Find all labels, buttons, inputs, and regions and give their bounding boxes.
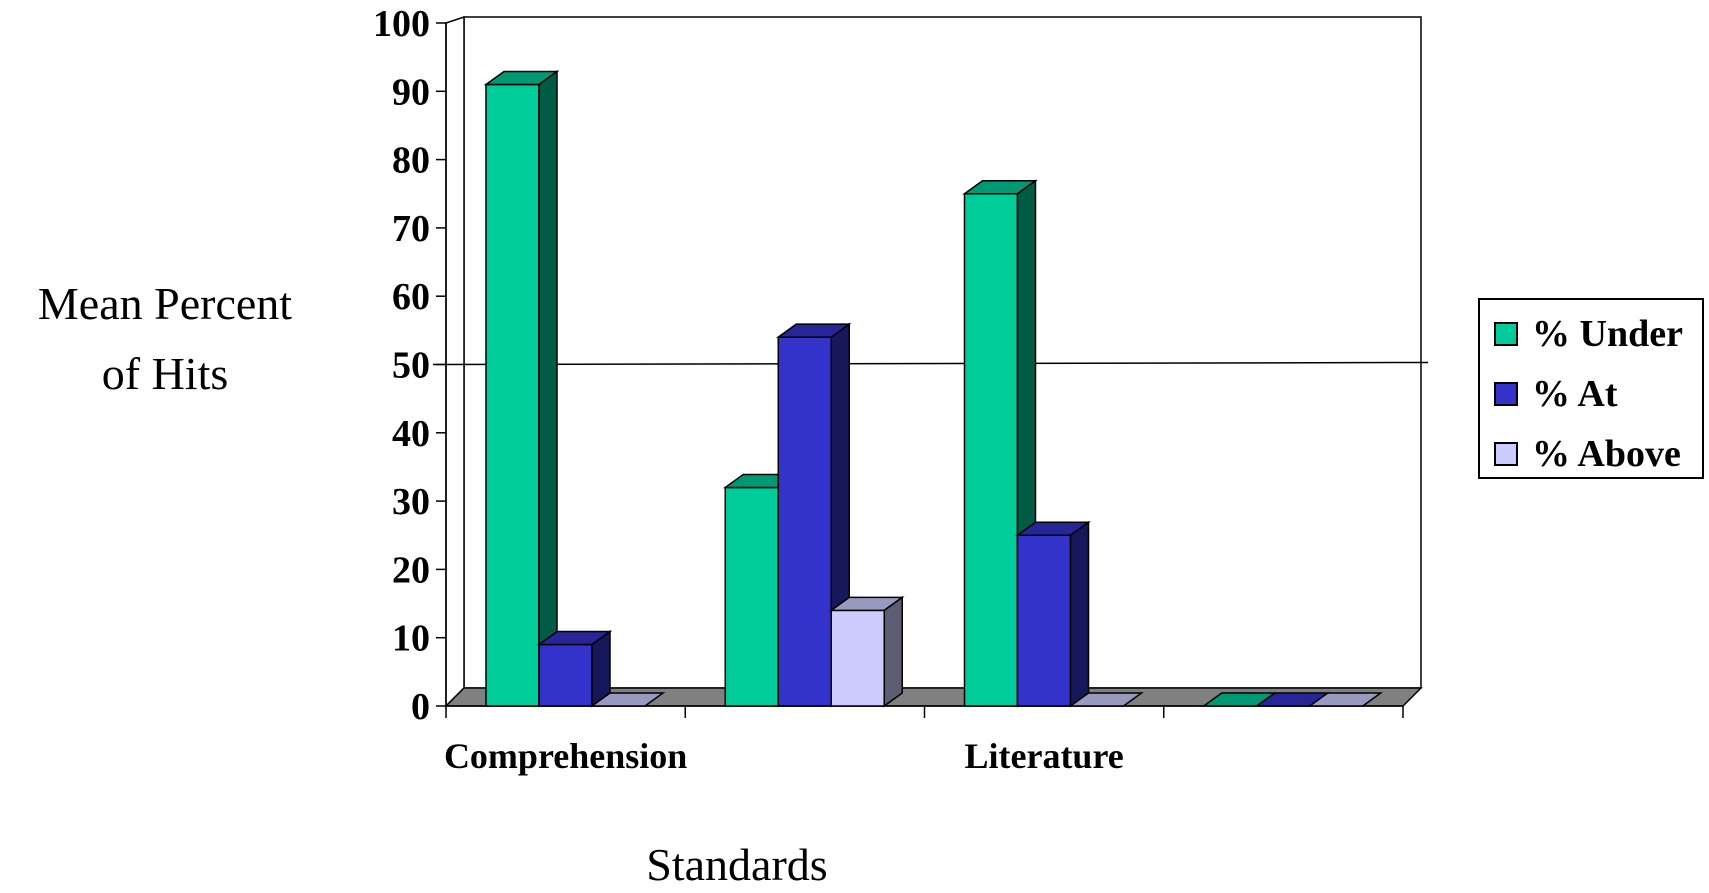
legend-label-above: % Above (1532, 433, 1681, 475)
y-tick-label: 100 (373, 3, 430, 45)
legend-item-above: % Above (1494, 433, 1681, 475)
x-tick-label: Comprehension (444, 736, 687, 776)
y-tick-label: 80 (392, 140, 430, 182)
y-tick-label: 0 (411, 686, 430, 728)
legend-item-at: % At (1494, 373, 1618, 415)
bar-under (963, 193, 1019, 707)
bar-at (538, 643, 593, 707)
bar-at (1016, 534, 1072, 707)
y-tick-label: 70 (392, 208, 430, 250)
y-tick-label: 10 (392, 618, 430, 660)
side-wall (445, 15, 465, 708)
reference-line (432, 361, 1429, 366)
bar-top (589, 692, 666, 707)
x-tick-label: Literature (964, 736, 1123, 776)
bar-under (485, 83, 540, 707)
y-tick-label: 30 (392, 481, 430, 523)
bar-top (1068, 692, 1144, 707)
legend-item-under: % Under (1494, 313, 1683, 355)
x-axis-label: Standards (646, 839, 828, 890)
bar-under (724, 486, 779, 707)
bar-side (883, 595, 903, 708)
y-tick-label: 60 (392, 276, 430, 318)
legend-label-at: % At (1532, 373, 1618, 415)
legend: % Under % At % Above (1478, 298, 1704, 479)
back-wall (463, 16, 1422, 689)
y-tick-label: 90 (392, 71, 430, 113)
y-tick-label: 50 (392, 345, 430, 387)
bar-side (538, 70, 558, 708)
legend-swatch-at (1494, 382, 1518, 406)
bar-side (1069, 520, 1090, 708)
legend-swatch-under (1494, 322, 1518, 346)
y-axis-label-line-2: of Hits (101, 348, 229, 399)
bar-above (830, 609, 885, 707)
y-tick-label: 20 (392, 549, 430, 591)
bar-at (777, 336, 832, 707)
bar-top (1307, 692, 1384, 707)
legend-swatch-above (1494, 442, 1518, 466)
y-tick-label: 40 (392, 413, 430, 455)
y-axis-label-line-1: Mean Percent (37, 278, 293, 329)
legend-label-under: % Under (1532, 313, 1683, 355)
